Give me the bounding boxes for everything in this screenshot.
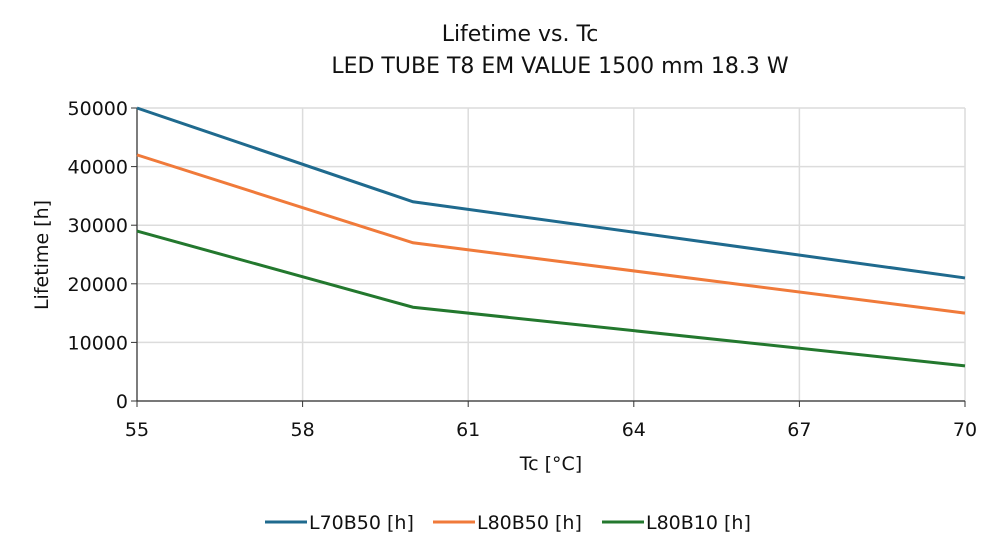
series-line-l80b10 <box>136 229 966 368</box>
series-lines <box>136 106 966 368</box>
legend: L70B50 [h] L80B50 [h] L80B10 [h] <box>265 512 751 534</box>
y-tick-label: 40000 <box>68 157 128 179</box>
y-tick-label: 0 <box>116 391 128 413</box>
legend-label: L80B10 [h] <box>646 512 751 534</box>
legend-label: L80B50 [h] <box>477 512 582 534</box>
legend-label: L70B50 [h] <box>309 512 414 534</box>
y-tick-label: 20000 <box>68 274 128 296</box>
x-tick-label: 58 <box>291 419 315 441</box>
x-tick-label: 61 <box>456 419 480 441</box>
chart-subtitle: LED TUBE T8 EM VALUE 1500 mm 18.3 W <box>331 54 789 79</box>
grid <box>136 107 966 402</box>
x-tick-label: 70 <box>953 419 977 441</box>
series-line-l70b50 <box>136 106 966 280</box>
tick-labels: 55 58 61 64 67 70 0 10000 20000 30000 40000 50000 <box>68 98 978 441</box>
series-line-l80b50 <box>136 153 966 315</box>
axes <box>131 107 966 407</box>
x-axis-label: Tc [°C] <box>519 453 582 475</box>
x-tick-label: 67 <box>787 419 811 441</box>
y-tick-label: 30000 <box>68 215 128 237</box>
y-axis-label: Lifetime [h] <box>31 200 53 310</box>
x-tick-label: 64 <box>622 419 646 441</box>
chart-title: Lifetime vs. Tc <box>442 22 599 47</box>
y-tick-label: 50000 <box>68 98 128 120</box>
x-tick-label: 55 <box>125 419 149 441</box>
y-tick-label: 10000 <box>68 332 128 354</box>
